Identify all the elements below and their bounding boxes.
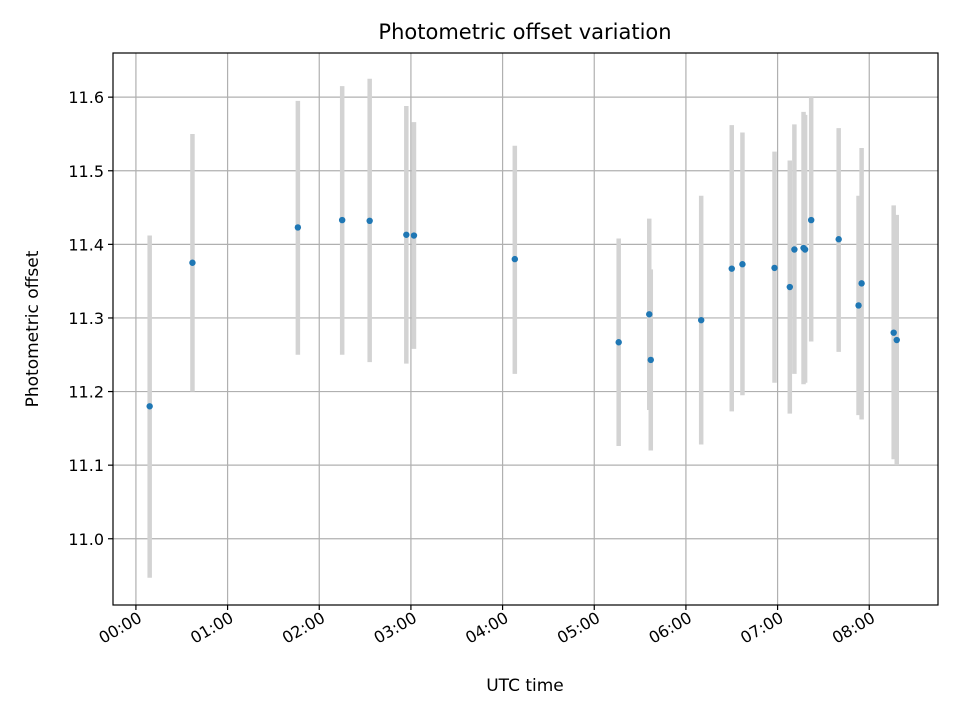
data-point [146,403,153,410]
plot-frame [112,52,939,606]
y-tick-label: 11.3 [68,309,104,328]
y-tick-label: 11.4 [68,235,104,254]
data-point [410,232,418,239]
data-point [791,246,798,253]
data-point [511,255,519,263]
y-tick-label: 11.2 [68,383,104,402]
y-tick-label: 11.5 [68,162,104,181]
data-point [338,216,346,224]
data-point [647,356,654,364]
data-point [890,329,897,336]
data-point [786,283,794,291]
data-point [697,316,705,324]
data-point [858,280,865,287]
data-point [403,231,410,238]
data-point [801,246,809,253]
data-point [771,264,778,272]
chart-title: Photometric offset variation [378,20,671,44]
y-tick-label: 11.1 [68,456,104,475]
data-point [189,259,196,266]
x-axis-title: UTC time [486,676,564,696]
data-point [366,217,373,225]
y-tick-label: 11.0 [68,530,104,549]
y-axis-title: Photometric offset [23,250,43,407]
data-point [615,339,622,346]
y-axis-ticks: 11.0 11.1 11.2 11.3 11.4 11.5 11.6 [68,88,113,549]
data-point [893,336,900,344]
grid [113,53,938,605]
data-points [146,216,900,410]
data-point [646,311,653,318]
y-tick-label: 11.6 [68,88,104,107]
data-point [739,261,746,268]
data-point [294,224,302,231]
data-point [855,302,862,309]
data-point [728,265,735,272]
data-point [835,236,842,243]
data-point [807,216,815,224]
